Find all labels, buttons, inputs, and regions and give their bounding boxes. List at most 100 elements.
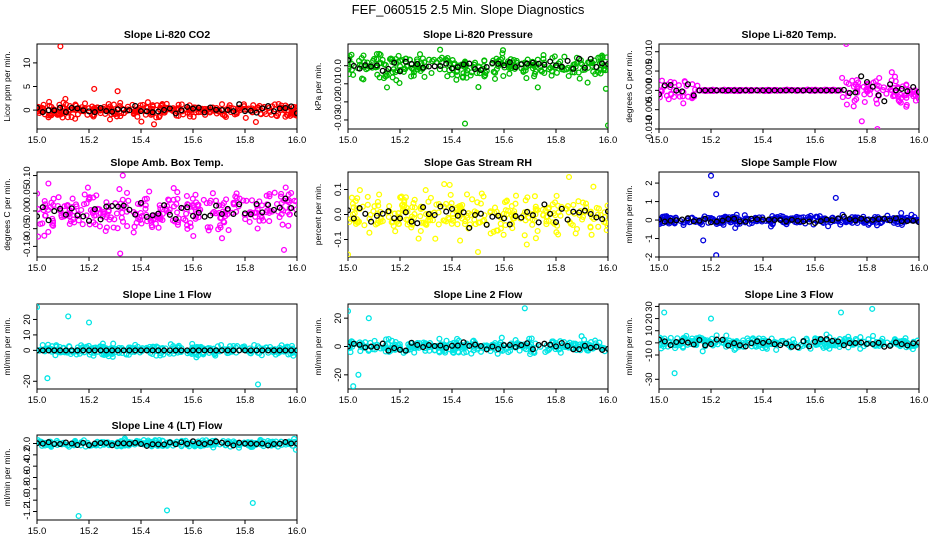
mean-point [788, 216, 795, 223]
y-tick-label: 10 [22, 330, 33, 341]
data-point [573, 225, 581, 233]
data-point [348, 218, 353, 226]
mean-point [483, 221, 490, 228]
x-tick-label: 15.4 [132, 395, 151, 406]
panel-title: Slope Li-820 Temp. [742, 29, 837, 41]
data-point [422, 187, 429, 194]
data-point [416, 51, 424, 58]
mean-point [408, 339, 415, 346]
mean-point [253, 440, 260, 448]
mean-point [276, 105, 283, 112]
data-point [175, 342, 182, 349]
y-tick-label: 0.0 [22, 437, 33, 450]
data-point [120, 110, 127, 117]
mean-point [74, 347, 81, 354]
data-point [45, 228, 52, 235]
x-tick-label: 15.8 [547, 263, 566, 274]
mean-point [45, 347, 52, 354]
mean-point [166, 211, 173, 218]
data-point [444, 57, 451, 64]
data-point [838, 219, 845, 226]
mean-point [604, 60, 608, 68]
mean-point [576, 209, 583, 216]
data-point [376, 191, 383, 198]
mean-point [259, 440, 266, 447]
mean-point [85, 217, 93, 224]
mean-point [892, 215, 899, 222]
data-point [103, 224, 110, 231]
y-tick-label: -0.005 [644, 96, 655, 123]
data-point [148, 222, 155, 229]
data-point [269, 103, 276, 110]
data-point [481, 73, 488, 80]
data-point [225, 227, 232, 234]
data-point [398, 193, 405, 200]
mean-point [725, 342, 732, 349]
x-tick-label: 16.0 [599, 395, 618, 406]
data-point [550, 210, 558, 217]
mean-point [97, 216, 104, 223]
mean-point [659, 216, 663, 223]
mean-point [512, 343, 519, 351]
mean-point [835, 215, 842, 222]
mean-point [719, 336, 726, 343]
data-point [93, 192, 100, 199]
mean-point [661, 82, 668, 89]
data-point [845, 80, 852, 87]
data-point [68, 114, 75, 121]
data-point [356, 187, 363, 194]
y-axis-label: ml/min per min. [2, 317, 12, 375]
data-point [487, 230, 494, 237]
mean-point [356, 65, 363, 72]
mean-point [448, 65, 456, 72]
mean-point [51, 440, 58, 448]
data-point [53, 342, 60, 349]
mean-point [97, 439, 104, 447]
mean-point [356, 341, 363, 348]
data-point [143, 195, 150, 202]
data-point [80, 201, 88, 208]
mean-point [224, 347, 231, 354]
mean-point [748, 340, 755, 347]
mean-point [247, 347, 254, 354]
data-point [495, 63, 502, 70]
data-point [350, 71, 357, 78]
mean-point [114, 347, 121, 354]
panel-frame [658, 43, 920, 130]
data-point [469, 196, 476, 203]
mean-point [696, 217, 703, 224]
mean-point [195, 347, 202, 354]
mean-point [420, 344, 427, 351]
data-point [551, 199, 559, 206]
x-tick-label: 16.0 [910, 395, 929, 406]
mean-point [265, 103, 272, 110]
mean-point [731, 215, 738, 222]
data-point [561, 53, 568, 60]
x-tick-label: 15.2 [80, 263, 99, 274]
data-point [183, 192, 190, 200]
mean-point [391, 59, 398, 66]
data-point [124, 103, 131, 110]
mean-point [904, 88, 911, 95]
mean-point [230, 347, 237, 354]
data-point [81, 100, 89, 107]
data-point [565, 72, 572, 80]
data-point [75, 512, 82, 520]
data-point [396, 344, 404, 351]
mean-point [224, 106, 231, 114]
panel-6: Slope Sample Flow 15.0 15.2 15.4 15.6 15.8 16.… [624, 157, 928, 274]
data-point [242, 114, 249, 121]
y-tick-label: 0 [22, 348, 33, 353]
mean-point [869, 340, 876, 348]
mean-point [800, 338, 807, 345]
x-tick-label: 15.8 [236, 526, 255, 537]
data-point [602, 85, 608, 92]
mean-point [195, 104, 202, 111]
data-point [150, 121, 158, 128]
mean-point [57, 347, 64, 354]
mean-point [172, 347, 179, 354]
data-point [155, 224, 162, 231]
mean-point [581, 207, 588, 214]
mean-point [817, 87, 824, 94]
mean-point [213, 106, 220, 113]
